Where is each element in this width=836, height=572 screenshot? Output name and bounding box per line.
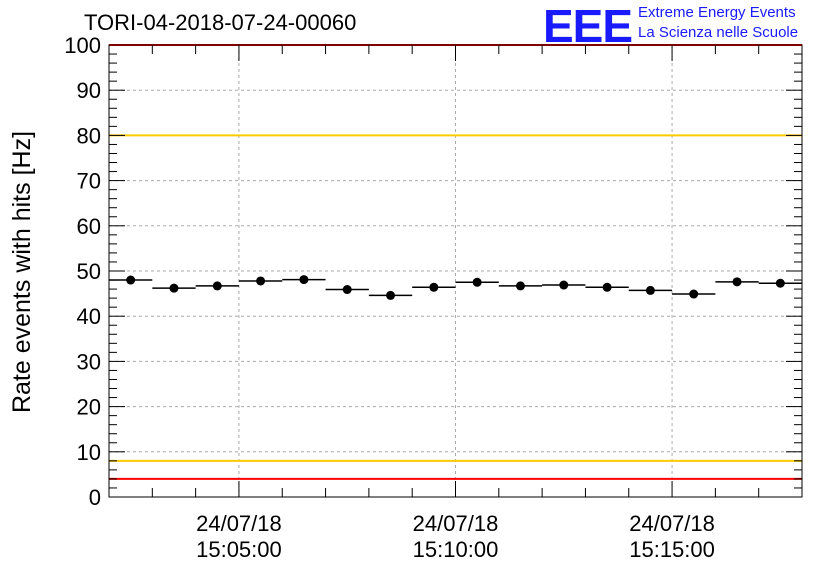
y-tick-label: 80: [77, 123, 101, 148]
data-point: [169, 283, 179, 293]
y-tick-label: 10: [77, 440, 101, 465]
y-tick-label: 20: [77, 395, 101, 420]
data-point: [515, 281, 525, 291]
grid: [109, 45, 802, 497]
data-point: [429, 282, 439, 292]
y-axis-label: Rate events with hits [Hz]: [8, 131, 36, 413]
axes: 010203040506070809010024/07/1815:05:0024…: [64, 33, 803, 562]
data-point: [126, 275, 136, 285]
data-point: [689, 289, 699, 299]
y-tick-label: 90: [77, 78, 101, 103]
y-tick-label: 70: [77, 169, 101, 194]
y-tick-label: 60: [77, 214, 101, 239]
y-tick-label: 50: [77, 259, 101, 284]
data-point: [212, 281, 222, 291]
data-point: [602, 282, 612, 292]
x-tick-date-label: 24/07/18: [629, 511, 715, 536]
x-tick-time-label: 15:05:00: [196, 537, 282, 562]
x-tick-time-label: 15:15:00: [629, 537, 715, 562]
data-point: [386, 290, 396, 300]
logo-line-1: Extreme Energy Events: [638, 4, 796, 21]
data-point: [472, 277, 482, 287]
logo-line-2: La Scienza nelle Scuole: [638, 24, 799, 41]
y-tick-label: 40: [77, 304, 101, 329]
data-point: [256, 276, 266, 286]
plot-frame: [108, 44, 803, 498]
eee-logo: EEE Extreme Energy Events La Scienza nel…: [543, 0, 833, 52]
x-tick-date-label: 24/07/18: [196, 511, 282, 536]
data-points: [109, 275, 802, 300]
x-tick-time-label: 15:10:00: [413, 537, 499, 562]
y-tick-label: 30: [77, 349, 101, 374]
logo-mark: EEE: [543, 0, 633, 52]
y-tick-label: 0: [89, 485, 101, 510]
x-tick-date-label: 24/07/18: [413, 511, 499, 536]
data-point: [775, 278, 785, 288]
data-point: [299, 275, 309, 285]
data-point: [645, 285, 655, 295]
data-point: [559, 280, 569, 290]
data-point: [342, 285, 352, 295]
chart-title: TORI-04-2018-07-24-00060: [84, 10, 357, 35]
data-point: [732, 277, 742, 287]
y-tick-label: 100: [64, 33, 101, 58]
